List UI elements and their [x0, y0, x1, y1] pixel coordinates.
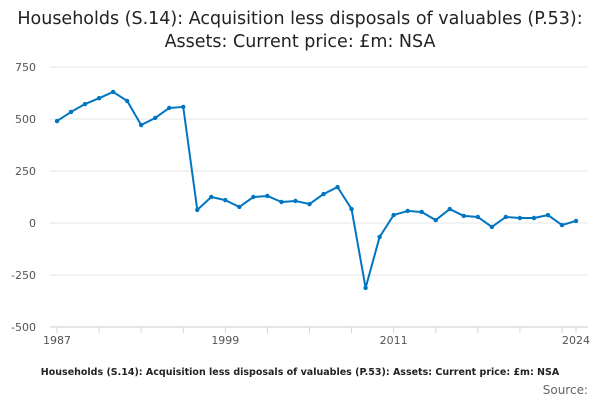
series-line: [56, 90, 577, 289]
data-point: [405, 208, 410, 214]
data-point: [223, 197, 228, 203]
x-tick-label: 1987: [43, 334, 71, 347]
data-point: [559, 222, 565, 228]
data-point: [349, 206, 354, 212]
data-point: [138, 122, 144, 128]
data-point: [391, 212, 396, 218]
data-point: [124, 98, 130, 104]
data-point: [167, 105, 172, 111]
data-point: [209, 194, 214, 200]
data-point: [68, 109, 74, 115]
data-point: [545, 212, 551, 218]
x-tick-label: 2024: [562, 334, 590, 347]
data-point: [251, 194, 256, 200]
y-tick-label: -500: [11, 321, 36, 334]
data-point: [237, 204, 242, 210]
data-point: [461, 213, 466, 219]
y-tick-label: 750: [15, 61, 36, 74]
y-tick-label: 0: [29, 217, 36, 230]
data-point: [307, 201, 312, 207]
data-point: [489, 224, 495, 230]
y-tick-label: -250: [11, 269, 36, 282]
data-point: [433, 217, 438, 223]
data-point: [195, 207, 200, 213]
data-point: [279, 199, 284, 205]
data-point: [82, 101, 88, 107]
data-point: [152, 115, 158, 121]
data-point: [181, 104, 186, 110]
data-point: [335, 184, 340, 190]
data-point: [265, 193, 270, 199]
y-tick-label: 500: [15, 113, 36, 126]
data-point: [293, 198, 298, 204]
data-point: [503, 214, 509, 220]
y-tick-label: 250: [15, 165, 36, 178]
source-label: Source:: [542, 383, 588, 397]
chart-caption: Households (S.14): Acquisition less disp…: [40, 367, 560, 378]
data-point: [321, 191, 326, 197]
data-point: [96, 96, 102, 101]
data-point: [531, 215, 537, 221]
data-point: [54, 118, 60, 124]
chart-title: Households (S.14): Acquisition less disp…: [17, 9, 583, 52]
data-point: [377, 234, 382, 240]
data-point: [419, 209, 424, 215]
data-point: [517, 215, 523, 221]
data-point: [447, 206, 452, 212]
data-point: [110, 89, 116, 95]
x-tick-label: 1999: [211, 334, 239, 347]
x-tick-label: 2011: [380, 334, 408, 347]
data-point: [363, 285, 368, 291]
data-point: [573, 218, 579, 224]
data-point: [475, 214, 481, 220]
